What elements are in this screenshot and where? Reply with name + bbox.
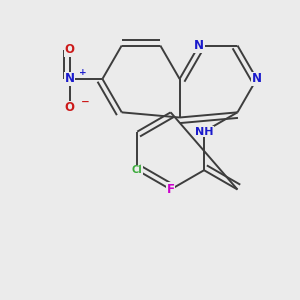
Text: O: O — [64, 44, 75, 56]
Text: N: N — [64, 72, 75, 86]
Text: O: O — [64, 101, 75, 114]
Text: N: N — [252, 72, 262, 86]
Text: +: + — [79, 68, 87, 77]
Text: Cl: Cl — [132, 165, 142, 175]
Text: N: N — [194, 39, 204, 52]
Text: −: − — [80, 97, 89, 107]
Text: NH: NH — [195, 127, 213, 136]
Text: F: F — [167, 183, 175, 196]
